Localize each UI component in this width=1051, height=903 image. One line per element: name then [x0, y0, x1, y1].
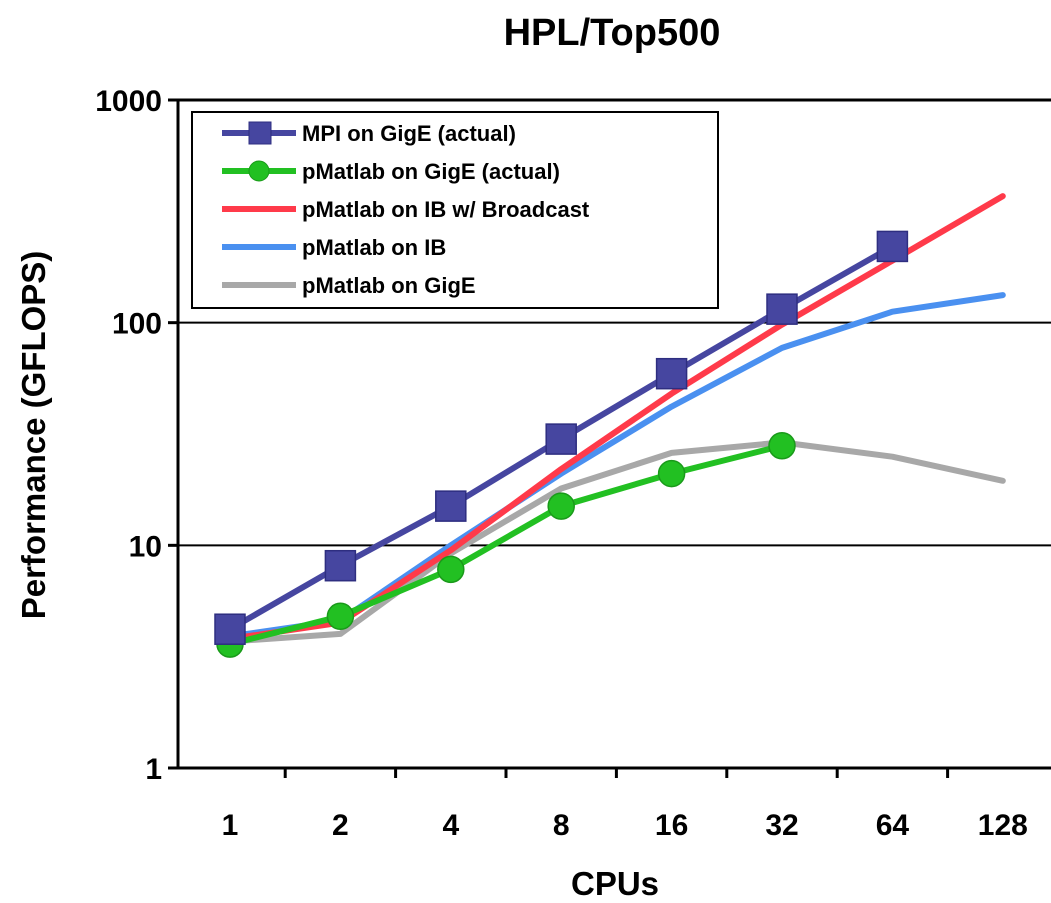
series-0-point-5: [766, 293, 798, 325]
series-1-point-1: [326, 602, 355, 631]
y-tick-label-1: 1: [145, 753, 162, 786]
legend-marker-1: [248, 160, 270, 182]
series-1-point-4: [657, 459, 686, 488]
series-0-point-6: [876, 230, 909, 263]
legend-label-4: pMatlab on GigE: [302, 273, 476, 298]
x-tick-label-32: 32: [765, 809, 798, 842]
x-tick-label-64: 64: [876, 809, 910, 842]
legend: MPI on GigE (actual) pMatlab on GigE (act…: [191, 111, 719, 309]
legend-marker-0: [248, 121, 272, 145]
series-line-1: [227, 442, 785, 648]
series-1-point-5: [768, 432, 796, 460]
series-line-3: [227, 292, 1006, 640]
series-layer: [214, 193, 1006, 658]
chart-title: HPL/Top500: [504, 12, 721, 54]
y-tick-label-10: 10: [129, 530, 162, 563]
grid: [178, 321, 1051, 547]
y-tick-label-100: 100: [112, 308, 162, 341]
x-tick-label-4: 4: [442, 809, 459, 842]
x-tick-label-128: 128: [978, 809, 1028, 842]
axes: 1 10 100 1000 1 2 4 8 16 32 64 128: [95, 85, 1051, 842]
x-tick-label-8: 8: [553, 809, 570, 842]
series-1-point-3: [547, 492, 575, 520]
legend-label-0: MPI on GigE (actual): [302, 121, 516, 146]
y-tick-label-1000: 1000: [95, 85, 162, 118]
series-0-point-0: [214, 613, 246, 645]
y-axis-label: Performance (GFLOPS): [15, 251, 52, 620]
series-0-point-1: [324, 549, 357, 582]
x-tick-label-1: 1: [222, 809, 239, 842]
series-0-point-4: [655, 357, 688, 390]
legend-label-2: pMatlab on IB w/ Broadcast: [302, 197, 590, 222]
legend-label-1: pMatlab on GigE (actual): [302, 159, 560, 184]
x-axis-label: CPUs: [571, 865, 659, 902]
series-1-point-2: [437, 555, 465, 584]
series-line-4: [227, 439, 1006, 645]
legend-label-3: pMatlab on IB: [302, 235, 446, 260]
series-0-point-3: [545, 423, 577, 455]
x-tick-label-2: 2: [332, 809, 349, 842]
series-0-point-2: [435, 490, 467, 522]
x-tick-label-16: 16: [655, 809, 688, 842]
